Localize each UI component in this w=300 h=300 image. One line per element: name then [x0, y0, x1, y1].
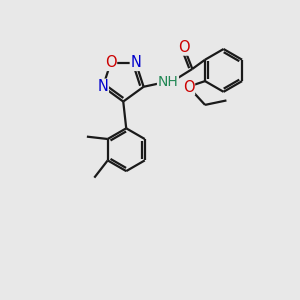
- Text: N: N: [98, 79, 108, 94]
- Text: O: O: [178, 40, 190, 55]
- Text: O: O: [183, 80, 194, 94]
- Text: N: N: [130, 55, 141, 70]
- Text: NH: NH: [158, 75, 178, 89]
- Text: O: O: [105, 55, 116, 70]
